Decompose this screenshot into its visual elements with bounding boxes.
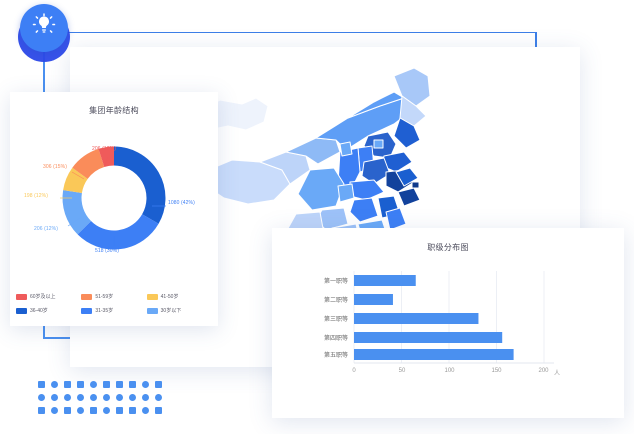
legend-swatch-under30 <box>146 307 158 314</box>
legend-item-31-35[interactable]: 31-35岁 <box>81 307 146 314</box>
connector-line-top <box>42 32 536 33</box>
connector-line-right <box>535 32 537 60</box>
legend-label-60plus: 60岁及以上 <box>30 294 56 300</box>
lightbulb-badge[interactable] <box>16 2 72 62</box>
legend-label-36-40: 36-40岁 <box>30 308 48 314</box>
legend-label-41-50: 41-50岁 <box>160 294 179 300</box>
dot <box>64 407 71 414</box>
donut-chart-plot[interactable]: 206 (12%) 306 (15%) 198 (12%) 206 (12%) … <box>10 116 218 281</box>
dot <box>90 394 97 401</box>
dot <box>90 381 97 388</box>
decorative-dot-grid <box>38 381 168 420</box>
donut-label-under30: 206 (12%) <box>34 226 58 232</box>
age-structure-card: 集团年龄结构 <box>10 92 218 326</box>
donut-chart-title: 集团年龄结构 <box>89 106 139 115</box>
dot <box>116 407 123 414</box>
donut-label-60plus: 206 (12%) <box>92 146 116 152</box>
donut-label-36-40: 1080 (42%) <box>168 200 195 206</box>
dot <box>116 381 123 388</box>
legend-item-51-59[interactable]: 51-59岁 <box>81 293 146 300</box>
legend-item-41-50[interactable]: 41-50岁 <box>146 293 212 300</box>
rank-distribution-card: 职级分布图 <box>272 228 624 418</box>
bar-category-label-5: 第五职等 <box>323 353 348 359</box>
bar-xaxis-unit: 人 <box>553 371 560 377</box>
legend-item-under30[interactable]: 30岁以下 <box>146 307 212 314</box>
bar-category-label-2: 第二职等 <box>323 298 348 304</box>
dot <box>77 407 84 414</box>
dot <box>77 394 84 401</box>
bar-xtick-150: 150 <box>491 368 502 374</box>
dot <box>142 407 149 414</box>
dot <box>64 394 71 401</box>
legend-swatch-60plus <box>16 293 27 300</box>
dot <box>38 394 45 401</box>
dot <box>64 381 71 388</box>
bar-xtick-100: 100 <box>444 368 455 374</box>
dot <box>90 407 97 414</box>
dot <box>51 407 58 414</box>
dot <box>103 407 110 414</box>
dot <box>116 394 123 401</box>
dot <box>103 381 110 388</box>
dot <box>77 381 84 388</box>
dot <box>51 381 58 388</box>
legend-swatch-51-59 <box>81 293 93 300</box>
bar-category-label-3: 第三职等 <box>323 317 348 323</box>
donut-label-41-50: 198 (12%) <box>24 193 48 199</box>
connector-line-bottom <box>43 337 80 339</box>
dot <box>155 394 162 401</box>
bar-xtick-200: 200 <box>538 368 549 374</box>
dot <box>155 407 162 414</box>
legend-swatch-41-50 <box>146 293 158 300</box>
legend-swatch-36-40 <box>16 307 27 314</box>
donut-legend: 60岁及以上 51-59岁 41-50岁 36-40岁 31-35岁 30岁以下 <box>10 293 218 314</box>
dot <box>103 394 110 401</box>
legend-label-51-59: 51-59岁 <box>95 294 114 300</box>
dot <box>38 381 45 388</box>
bar-chart-title: 职级分布图 <box>427 243 469 252</box>
donut-label-31-35: 518 (30%) <box>95 248 119 254</box>
legend-swatch-31-35 <box>81 307 93 314</box>
lightbulb-icon <box>31 12 57 44</box>
dot <box>129 381 136 388</box>
legend-label-under30: 30岁以下 <box>160 308 182 314</box>
dot <box>51 394 58 401</box>
badge-face <box>20 4 68 52</box>
dot <box>129 407 136 414</box>
legend-item-36-40[interactable]: 36-40岁 <box>16 307 81 314</box>
dot <box>142 394 149 401</box>
dot <box>155 381 162 388</box>
bar-xtick-50: 50 <box>398 368 406 374</box>
dot <box>38 407 45 414</box>
bar-chart-plot[interactable]: 第一职等 第二职等 第三职等 第四职等 第五职等 0 50 100 150 20… <box>272 253 624 403</box>
legend-label-31-35: 31-35岁 <box>95 308 114 314</box>
bar-category-label-1: 第一职等 <box>323 279 348 285</box>
dot <box>142 381 149 388</box>
dot <box>129 394 136 401</box>
legend-item-60plus[interactable]: 60岁及以上 <box>16 293 81 300</box>
bar-category-label-4: 第四职等 <box>323 336 348 342</box>
donut-label-51-59: 306 (15%) <box>43 164 67 170</box>
bar-xtick-0: 0 <box>352 368 356 374</box>
